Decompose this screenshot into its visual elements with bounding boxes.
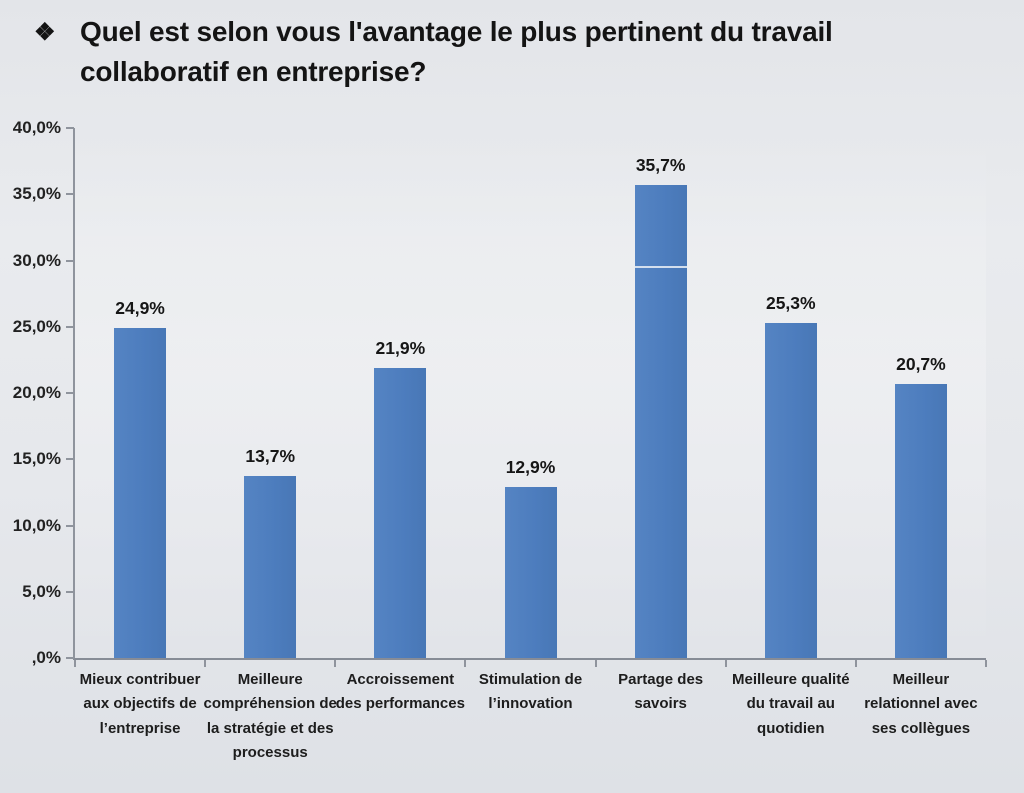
bar-slot: 35,7%	[596, 128, 726, 658]
y-tick-label: 30,0%	[12, 250, 61, 270]
page-title: Quel est selon vous l'avantage le plus p…	[80, 16, 833, 87]
x-axis-tick	[204, 660, 207, 667]
bar	[894, 383, 947, 658]
y-tick-label: 10,0%	[12, 515, 61, 535]
x-axis-tick	[985, 660, 987, 667]
category-label: Meilleur relationnel avec ses collègues	[864, 671, 978, 737]
bar-value-label: 25,3%	[765, 292, 816, 313]
bar-value-label: 21,9%	[375, 337, 426, 358]
x-axis-tick	[594, 660, 597, 667]
y-tick-label: 20,0%	[12, 383, 61, 402]
bar	[634, 184, 687, 658]
diamond-bullet-icon: ❖	[34, 19, 56, 46]
bar-slot: 25,3%	[726, 128, 856, 658]
bar-slot: 24,9%	[75, 128, 205, 658]
bar-value-label: 20,7%	[896, 353, 946, 374]
y-axis-tick	[66, 193, 74, 196]
y-tick-label: 5,0%	[22, 581, 61, 601]
bar-seam-artifact	[634, 266, 687, 269]
y-axis-tick	[66, 127, 74, 129]
y-tick-label: 40,0%	[12, 118, 61, 137]
category-label: Stimulation de l’innovation	[478, 671, 583, 713]
title-block: ❖ Quel est selon vous l'avantage le plus…	[0, 12, 980, 92]
x-axis-tick	[74, 660, 76, 667]
category-label: Accroissement des performances	[335, 671, 465, 713]
y-axis-tick	[66, 657, 74, 659]
y-axis-tick	[66, 259, 74, 262]
category-label: Partage des savoirs	[618, 671, 704, 713]
bar-slot: 20,7%	[856, 128, 986, 658]
bar-slot: 21,9%	[335, 128, 465, 658]
y-tick-label: ,0%	[31, 648, 61, 667]
bar-slot: 13,7%	[205, 128, 335, 658]
category-label: Meilleure qualité du travail au quotidie…	[732, 671, 850, 737]
y-tick-label: 15,0%	[12, 449, 61, 469]
y-axis-tick	[66, 458, 74, 461]
plot-area: 40,0% 35,0% 30,0% 25,0% 20,0% 15,0% 10,0% 5,0%,…	[13, 118, 987, 667]
bar	[114, 328, 167, 658]
y-axis-tick	[66, 590, 74, 593]
y-tick-label: 35,0%	[12, 184, 61, 204]
y-axis-tick	[66, 325, 74, 328]
x-axis-tick	[464, 660, 467, 667]
bar-value-label: 13,7%	[245, 446, 296, 467]
x-axis-tick	[854, 660, 857, 667]
x-axis-labels: Mieux contribuer aux objectifs de l’entr…	[75, 668, 986, 788]
y-tick-label: 25,0%	[12, 316, 61, 336]
y-axis-tick	[66, 524, 74, 527]
y-axis-tick	[66, 392, 74, 394]
bar	[244, 476, 297, 658]
bar	[374, 367, 427, 658]
bar-value-label: 12,9%	[505, 457, 556, 478]
bar	[764, 322, 817, 658]
x-axis-line	[73, 658, 986, 660]
x-axis-tick	[334, 660, 337, 667]
bar	[504, 487, 557, 658]
category-label: Meilleure compréhension de la stratégie …	[203, 671, 337, 761]
bar-slot: 12,9%	[466, 128, 596, 658]
bar-value-label: 24,9%	[115, 298, 165, 319]
category-label: Mieux contribuer aux objectifs de l’entr…	[79, 671, 201, 737]
y-axis-line	[73, 128, 75, 660]
bar-value-label: 35,7%	[635, 154, 686, 175]
x-axis-tick	[724, 660, 727, 667]
